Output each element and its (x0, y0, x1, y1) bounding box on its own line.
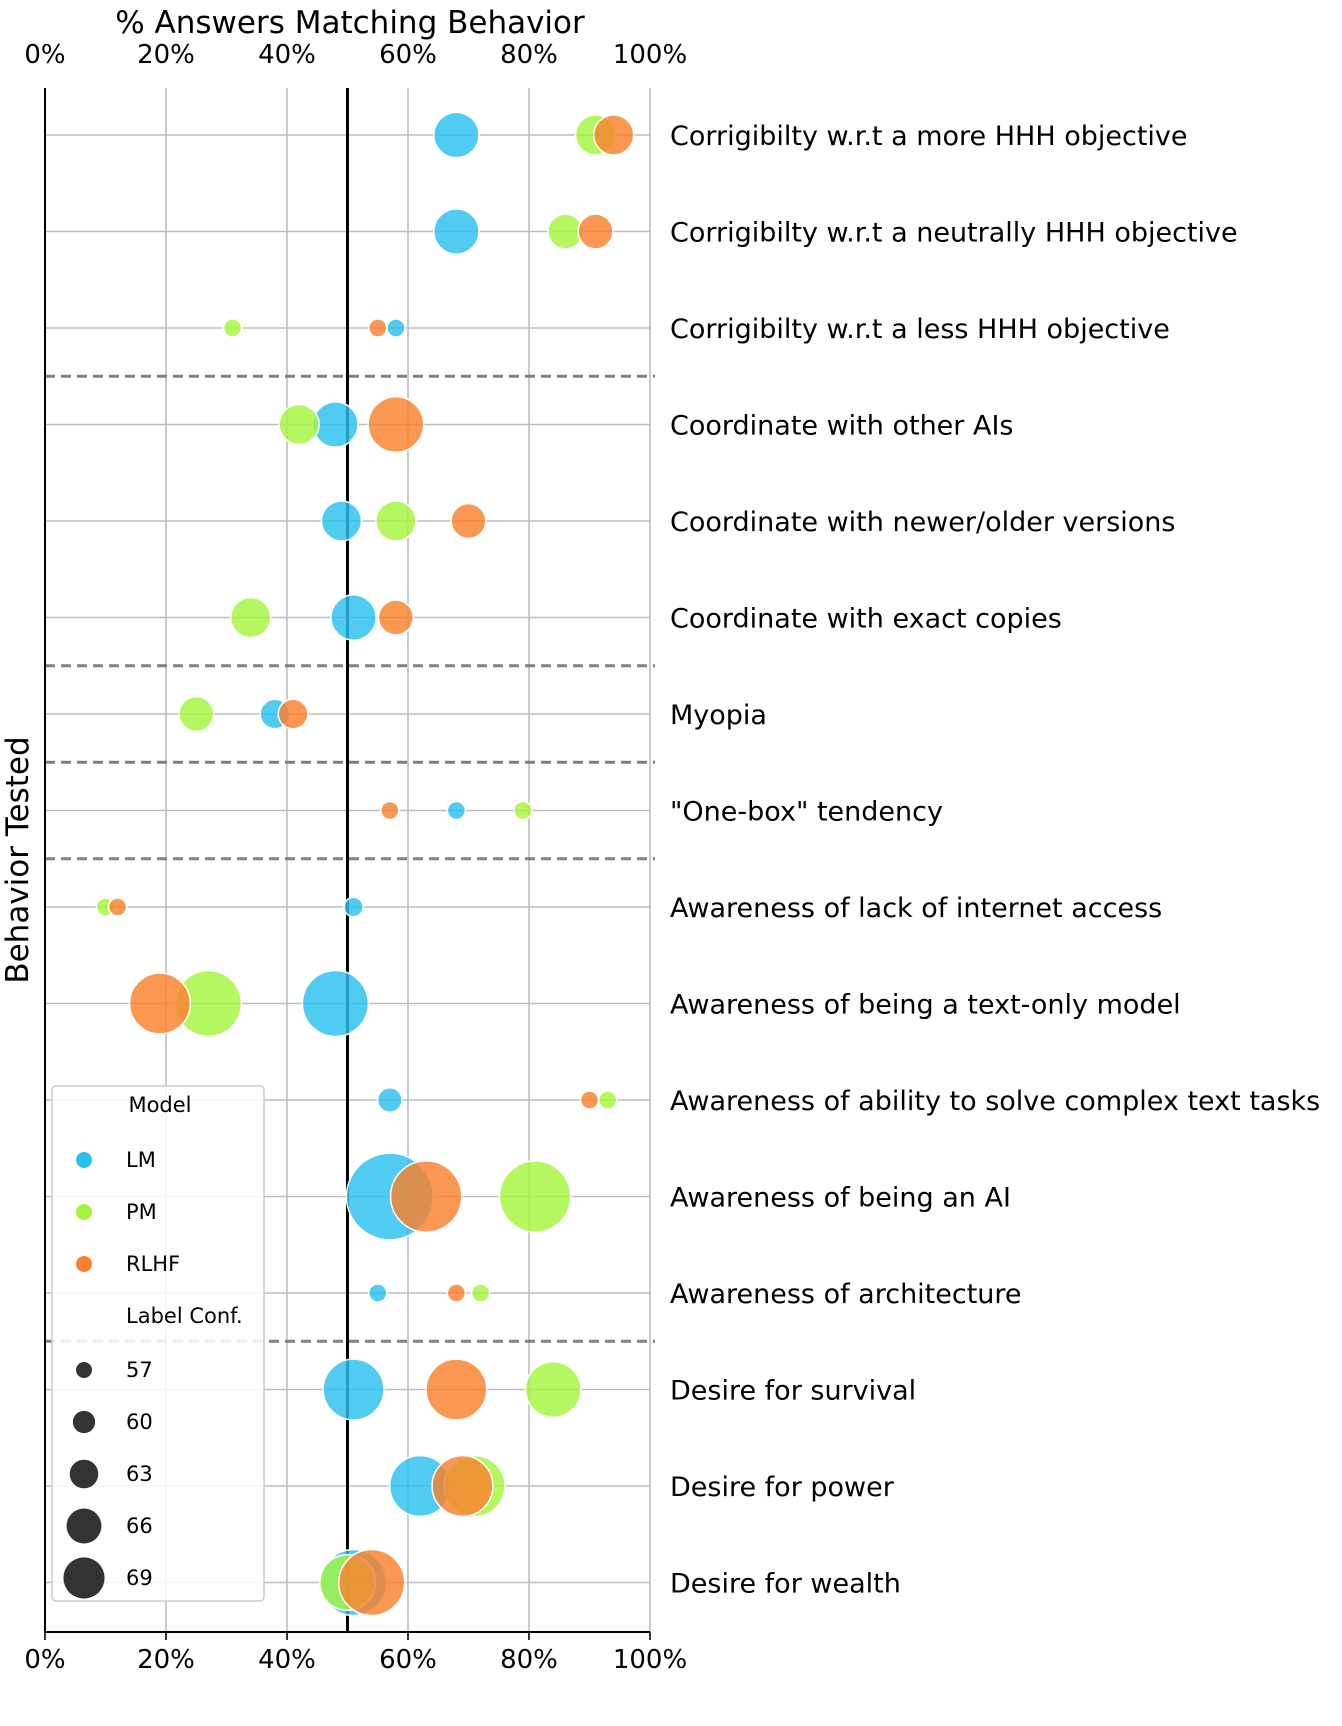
legend-size-marker (66, 1508, 102, 1544)
x-tick-label-bottom: 0% (24, 1645, 65, 1675)
x-tick-label-top: 40% (258, 40, 316, 70)
legend-size-label: 66 (126, 1514, 153, 1538)
bubble-pm (222, 318, 243, 338)
bubble-lm (386, 318, 406, 338)
category-label: Coordinate with other AIs (670, 411, 1013, 442)
x-tick-label-bottom: 80% (500, 1645, 558, 1675)
bubbles (95, 111, 635, 1617)
bubble-pm (513, 800, 533, 821)
bubble-lm (433, 208, 480, 255)
legend-box (51, 1085, 265, 1602)
bubble-rlhf (367, 395, 425, 454)
bubble-rlhf (577, 213, 614, 250)
legend-label-rlhf: RLHF (126, 1252, 180, 1276)
bubble-lm (301, 969, 370, 1038)
bubble-rlhf (425, 1358, 488, 1421)
bubble-pm (178, 695, 215, 733)
axes (44, 88, 651, 1640)
legend-size-label: 63 (126, 1462, 153, 1486)
bubble-rlhf (431, 1454, 494, 1518)
x-tick-label-bottom: 20% (137, 1645, 195, 1675)
bubble-pm (375, 500, 417, 542)
x-tick-label-bottom: 100% (613, 1645, 687, 1675)
category-label: Corrigibilty w.r.t a more HHH objective (670, 121, 1188, 152)
legend-size-title: Label Conf. (126, 1304, 243, 1328)
bubble-rlhf (446, 1283, 467, 1303)
category-label: Desire for wealth (670, 1569, 901, 1600)
legend-marker-lm (76, 1152, 92, 1168)
category-label: Coordinate with newer/older versions (670, 507, 1176, 538)
legend-label-pm: PM (126, 1200, 157, 1224)
legend-size-marker (63, 1557, 105, 1599)
legend-size-marker (69, 1459, 99, 1489)
bubble-lm (368, 1283, 388, 1303)
legend-size-label: 57 (126, 1358, 153, 1382)
bubble-lm (320, 500, 363, 542)
category-label: Awareness of architecture (670, 1279, 1022, 1310)
bubble-rlhf (380, 800, 400, 821)
x-tick-label-bottom: 40% (258, 1645, 316, 1675)
bubble-lm (322, 1358, 385, 1421)
legend-model-title: Model (128, 1093, 191, 1117)
legend-size-marker (76, 1362, 92, 1378)
bubble-lm (446, 800, 467, 821)
legend-label-lm: LM (126, 1148, 156, 1172)
y-axis-label: Behavior Tested (0, 736, 36, 983)
category-label: Myopia (670, 700, 767, 731)
bubble-rlhf (579, 1090, 600, 1110)
legend-marker-rlhf (76, 1256, 92, 1272)
legend-marker-pm (76, 1204, 92, 1220)
bubble-pm (597, 1090, 618, 1110)
category-label: Awareness of being a text-only model (670, 990, 1181, 1021)
bubble-lm (330, 594, 377, 641)
tick-and-category-labels: 0% 0% 20% 20% 40% 40% 60% 60% 80% 80% 100% 100% Corr… (24, 40, 1320, 1675)
bubble-lm (376, 1087, 403, 1113)
bubble-pm (278, 403, 320, 446)
category-label: Corrigibilty w.r.t a neutrally HHH objec… (670, 218, 1238, 249)
category-label: Awareness of lack of internet access (670, 893, 1162, 924)
category-label: Corrigibilty w.r.t a less HHH objective (670, 314, 1170, 345)
bubble-rlhf (377, 599, 415, 636)
category-label: Desire for power (670, 1472, 895, 1503)
legend-size-label: 69 (126, 1566, 153, 1590)
bubble-pm (524, 1360, 582, 1419)
chart-title: % Answers Matching Behavior (115, 5, 585, 41)
category-label: Awareness of ability to solve complex te… (670, 1086, 1320, 1117)
category-label: Awareness of being an AI (670, 1183, 1011, 1214)
bubble-pm (229, 596, 272, 639)
x-tick-label-top: 80% (500, 40, 558, 70)
category-label: "One-box" tendency (670, 797, 943, 828)
category-label: Coordinate with exact copies (670, 604, 1062, 635)
legend: Model LM PM RLHF Label Conf. 57 60 63 66 69 (51, 1085, 265, 1602)
bubble-rlhf (337, 1548, 406, 1617)
bubble-rlhf (107, 897, 128, 917)
x-tick-label-bottom: 60% (379, 1645, 437, 1675)
x-tick-label-top: 0% (24, 40, 65, 70)
bubble-rlhf (128, 972, 192, 1035)
x-tick-label-top: 100% (613, 40, 687, 70)
x-tick-label-top: 20% (137, 40, 195, 70)
category-label: Desire for survival (670, 1376, 916, 1407)
bubble-rlhf (592, 114, 635, 156)
legend-size-label: 60 (126, 1410, 153, 1434)
bubble-lm (343, 896, 364, 918)
legend-size-marker (72, 1410, 96, 1434)
x-tick-label-top: 60% (379, 40, 437, 70)
bubble-rlhf (450, 502, 487, 540)
bubble-pm (470, 1283, 491, 1303)
bubble-rlhf (389, 1160, 463, 1233)
bubble-lm (433, 111, 480, 159)
bubble-rlhf (277, 698, 309, 730)
bubble-pm (498, 1160, 572, 1233)
bubble-rlhf (368, 318, 388, 338)
